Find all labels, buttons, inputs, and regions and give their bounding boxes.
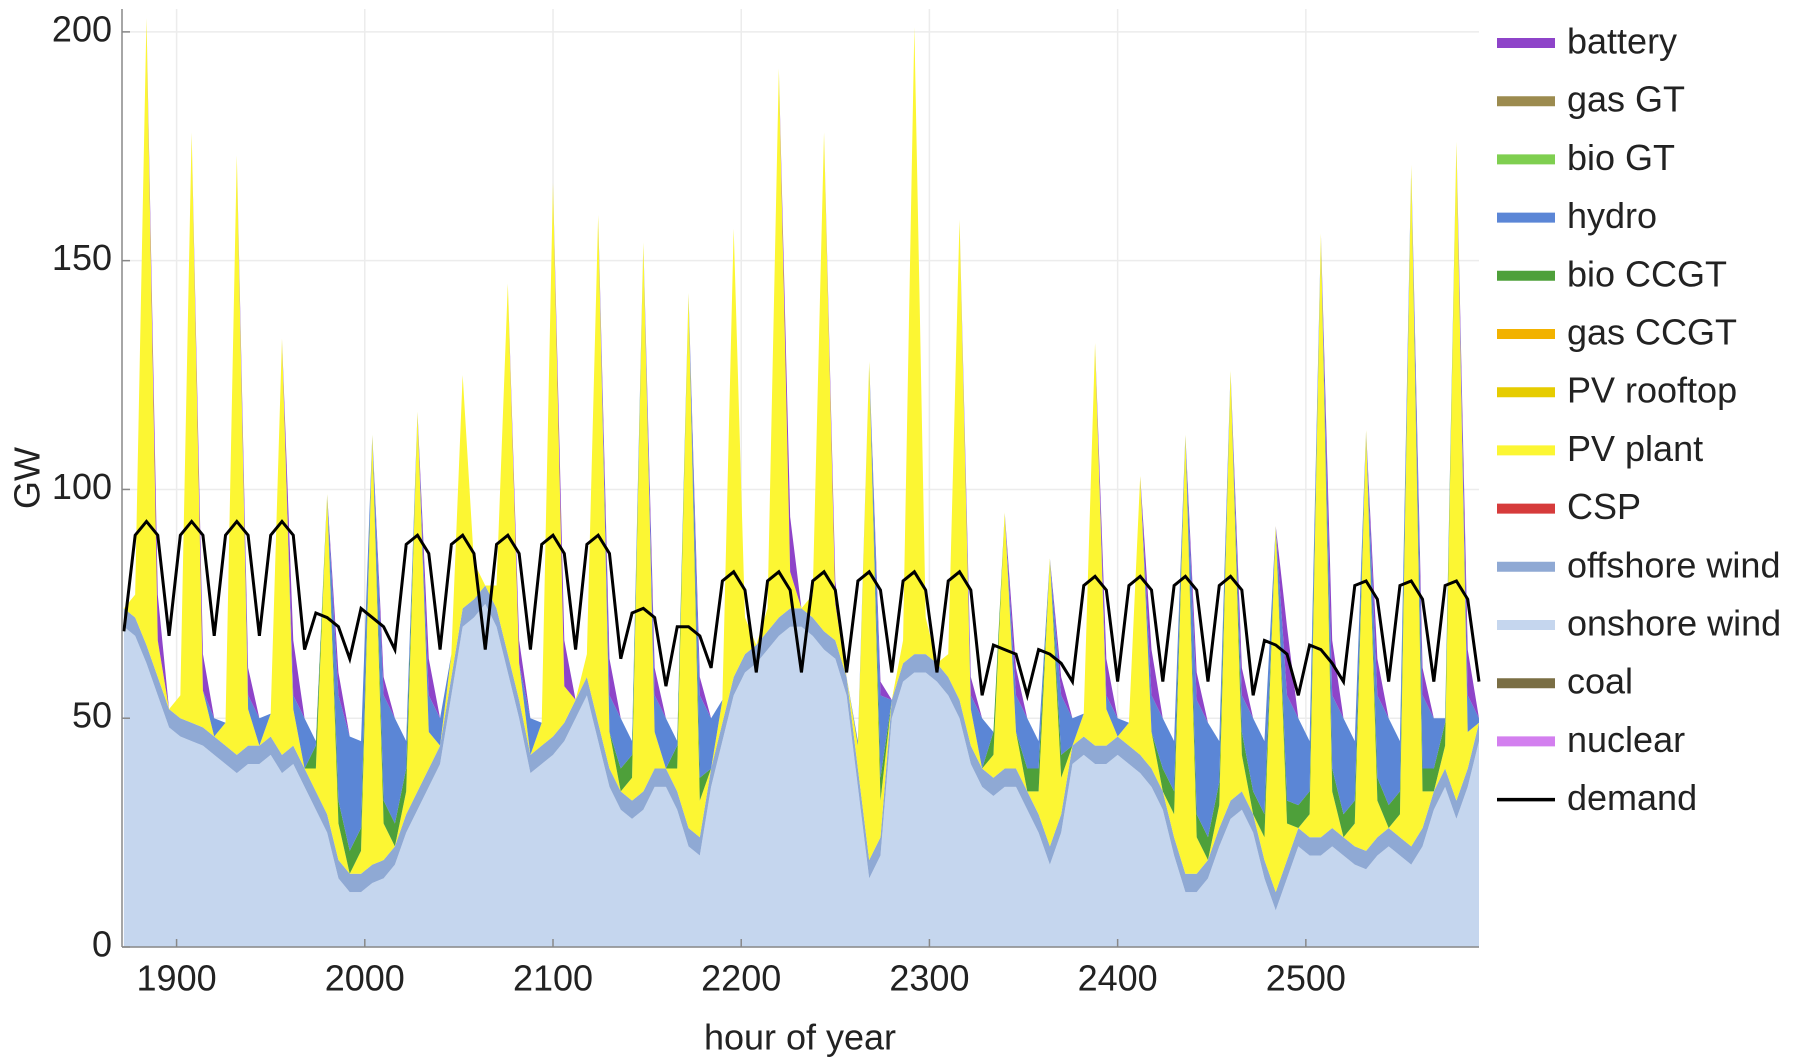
areas	[122, 18, 1481, 947]
y-tick-label: 100	[52, 466, 112, 507]
axes: 0 50 100 150 200 1900 2000 2100 2200 2300 2400 2500…	[52, 8, 1781, 998]
y-tick-label: 50	[72, 695, 112, 736]
legend-label: nuclear	[1567, 719, 1685, 760]
legend-label: CSP	[1567, 486, 1641, 527]
legend-label: onshore wind	[1567, 603, 1781, 644]
y-axis-label: GW	[7, 447, 48, 509]
legend-label: PV rooftop	[1567, 370, 1737, 411]
x-axis-label: hour of year	[704, 1017, 896, 1058]
x-tick-label: 2100	[513, 958, 593, 999]
legend-label: coal	[1567, 661, 1633, 702]
y-tick-label: 200	[52, 8, 112, 49]
x-tick-label: 2200	[701, 958, 781, 999]
y-tick-label: 150	[52, 237, 112, 278]
x-tick-label: 2300	[889, 958, 969, 999]
y-tick-label: 0	[92, 924, 112, 965]
x-tick-label: 2400	[1078, 958, 1158, 999]
area	[123, 18, 1479, 851]
x-tick-label: 2000	[325, 958, 405, 999]
legend-label: hydro	[1567, 195, 1657, 236]
legend-label: bio CCGT	[1567, 253, 1727, 294]
legend-label: bio GT	[1567, 137, 1675, 178]
legend-label: offshore wind	[1567, 544, 1780, 585]
legend-label: gas GT	[1567, 79, 1685, 120]
legend-label: gas CCGT	[1567, 312, 1737, 353]
x-tick-label: 1900	[137, 958, 217, 999]
legend-label: PV plant	[1567, 428, 1703, 469]
area	[123, 18, 1479, 893]
line	[122, 519, 1481, 702]
legend-label: battery	[1567, 21, 1677, 62]
area	[123, 603, 1479, 947]
legend-label: demand	[1567, 777, 1697, 818]
x-tick-label: 2500	[1266, 958, 1346, 999]
